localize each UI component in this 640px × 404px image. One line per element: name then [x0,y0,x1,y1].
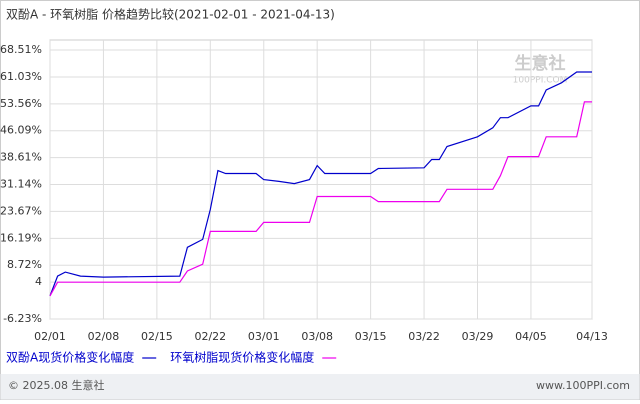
chart-title: 双酚A - 环氧树脂 价格趋势比较(2021-02-01 - 2021-04-1… [6,7,335,22]
y-tick-label: 23.67% [0,204,42,217]
y-tick-label: 8.72% [7,258,42,271]
x-tick-label: 03/15 [355,330,387,343]
y-tick-label: 31.14% [0,178,42,191]
footer-bar [0,374,640,400]
watermark-sub: 100PPI.COM [513,76,568,86]
footer-right: www.100PPI.com [536,379,630,392]
y-tick-label: 4 [35,275,42,288]
y-tick-label: -6.23% [3,312,42,325]
footer-left: © 2025.08 生意社 [8,378,104,392]
x-tick-label: 02/01 [34,330,66,343]
x-tick-label: 04/05 [515,330,547,343]
y-tick-label: 16.19% [0,231,42,244]
x-tick-label: 03/08 [301,330,333,343]
y-tick-label: 38.61% [0,151,42,164]
watermark: 生意社 [515,53,566,74]
series-line [49,71,592,297]
x-tick-label: 03/22 [408,330,440,343]
x-tick-label: 04/13 [576,330,608,343]
x-tick-label: 02/08 [88,330,120,343]
y-tick-label: 53.56% [0,97,42,110]
legend-label: 双酚A现货价格变化幅度 [6,350,134,365]
x-tick-label: 03/29 [462,330,494,343]
legend-label: 环氧树脂现货价格变化幅度 [170,350,314,365]
x-tick-label: 02/15 [141,330,173,343]
y-tick-label: 61.03% [0,70,42,83]
y-tick-label: 68.51% [0,43,42,56]
x-tick-label: 02/22 [194,330,226,343]
y-tick-label: 46.09% [0,124,42,137]
series-line [49,101,592,297]
x-tick-label: 03/01 [248,330,280,343]
